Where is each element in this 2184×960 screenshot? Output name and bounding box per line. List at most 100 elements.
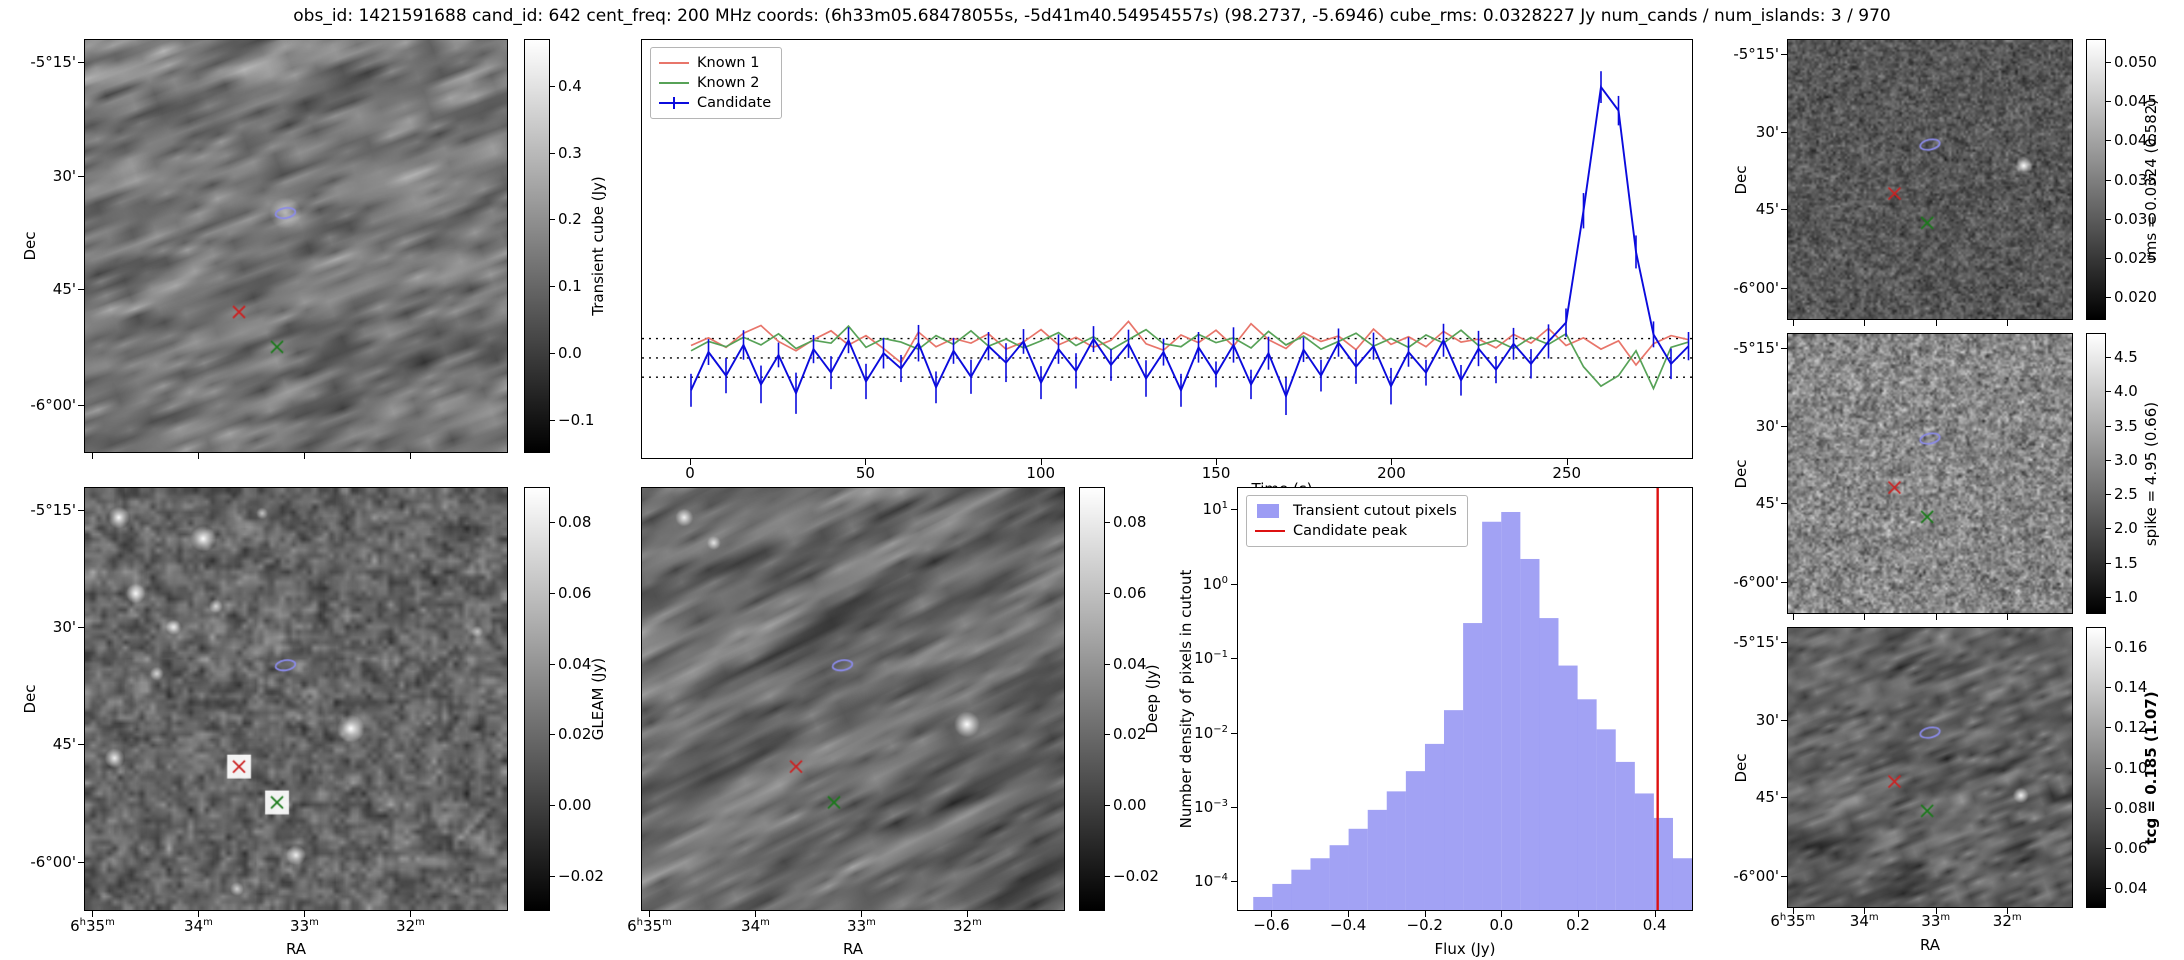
tick-mark	[2106, 767, 2111, 769]
colorbar-tick-label: 0.030	[2114, 209, 2157, 228]
colorbar-tick-label: 2.0	[2114, 519, 2138, 538]
rms-cutout-image	[1788, 40, 2072, 319]
tick-mark	[1424, 911, 1426, 917]
tick-mark	[78, 743, 84, 745]
tick-mark	[2106, 847, 2111, 849]
colorbar-tick-label: 0.00	[558, 796, 592, 814]
colorbar-tick-label: 0.16	[2114, 638, 2148, 657]
legend-entry: Candidate	[659, 93, 771, 113]
tick-mark	[2106, 687, 2111, 689]
transient-colorbar	[524, 39, 550, 453]
tick-mark	[550, 152, 555, 154]
tick-mark	[1781, 642, 1787, 644]
colorbar-tick-label: 4.0	[2114, 382, 2138, 401]
spike-cutout-image	[1788, 334, 2072, 613]
colorbar-tick-label: 0.2	[558, 210, 582, 229]
tick-mark	[2106, 101, 2111, 103]
legend-label: Known 2	[697, 75, 760, 91]
tick-mark	[2007, 908, 2009, 914]
histogram-xtick-label: 0.2	[1566, 916, 1590, 934]
histogram-xtick-label: 0.0	[1489, 916, 1514, 934]
colorbar-tick-label: 0.050	[2114, 53, 2157, 72]
tick-mark	[550, 805, 555, 806]
ra-tick-label: 6h35m	[627, 917, 672, 935]
lightcurve-xtick-label: 50	[855, 464, 875, 482]
dec-tick-label: 30'	[1755, 710, 1779, 729]
deep-colorbar	[1079, 487, 1105, 911]
dec-tick-label: 45'	[1755, 494, 1779, 512]
legend-label: Transient cutout pixels	[1293, 503, 1457, 519]
lightcurve-xtick-label: 250	[1552, 464, 1582, 482]
histogram-ytick-label: 10−2	[1194, 723, 1228, 742]
tick-mark	[2106, 459, 2111, 461]
tick-mark	[1271, 911, 1273, 917]
tick-mark	[649, 911, 651, 917]
tick-mark	[1781, 209, 1787, 210]
tick-mark	[1105, 875, 1110, 877]
legend-label: Candidate peak	[1293, 523, 1408, 539]
colorbar-tick-label: 0.035	[2114, 170, 2157, 189]
colorbar-tick-label: 0.04	[558, 654, 592, 673]
colorbar-tick-label: 1.0	[2114, 587, 2138, 606]
tick-mark	[550, 286, 555, 288]
tick-mark	[865, 459, 867, 465]
colorbar-tick-label: 0.045	[2114, 92, 2157, 111]
tick-mark	[755, 911, 757, 917]
dec-tick-label: -5°15'	[30, 501, 76, 520]
tick-mark	[550, 219, 555, 221]
colorbar-tick-label: 1.5	[2114, 553, 2138, 572]
colorbar-tick-label: 0.08	[2114, 798, 2148, 817]
deep-colorbar-label: Deep (Jy)	[1143, 664, 1161, 734]
ra-tick-label: 34m	[1849, 912, 1879, 930]
histogram-ytick-label: 10−4	[1194, 872, 1228, 891]
histogram-panel: Transient cutout pixels Candidate peak	[1237, 487, 1693, 911]
legend-entry: Known 2	[659, 73, 771, 93]
colorbar-tick-label: 0.04	[1113, 654, 1147, 673]
colorbar-tick-label: 0.00	[1113, 796, 1147, 814]
colorbar-tick-label: 0.040	[2114, 131, 2157, 150]
dec-tick-label: 30'	[1755, 122, 1779, 141]
tick-mark	[78, 61, 84, 63]
tick-mark	[304, 453, 306, 459]
tick-mark	[2106, 356, 2111, 358]
ra-tick-label: 6h35m	[1770, 912, 1816, 930]
tick-mark	[1781, 875, 1787, 877]
tick-mark	[304, 911, 306, 917]
tick-mark	[198, 911, 200, 917]
tick-mark	[2106, 391, 2111, 393]
tick-mark	[78, 289, 84, 291]
dec-tick-label: -6°00'	[30, 853, 76, 872]
tick-mark	[1654, 911, 1656, 917]
dec-tick-label: 30'	[52, 617, 76, 636]
tick-mark	[1105, 805, 1110, 806]
colorbar-tick-label: 0.06	[558, 584, 592, 602]
figure-title: obs_id: 1421591688 cand_id: 642 cent_fre…	[293, 6, 1891, 26]
rms-cutout-panel	[1787, 39, 2073, 320]
colorbar-tick-label: −0.02	[1113, 866, 1159, 885]
tick-mark	[1935, 614, 1937, 620]
tick-mark	[1864, 320, 1866, 326]
dec-tick-label: -5°15'	[1733, 633, 1779, 652]
colorbar-tick-label: 0.08	[1113, 513, 1147, 532]
dec-tick-label: -5°15'	[1733, 45, 1779, 64]
lightcurve-panel: Known 1 Known 2 Candidate	[641, 39, 1693, 459]
tick-mark	[1501, 911, 1503, 917]
tick-mark	[550, 875, 555, 877]
deep-image-panel	[641, 487, 1065, 911]
lightcurve-xtick-label: 100	[1026, 464, 1056, 482]
dec-tick-label: 30'	[1755, 416, 1779, 435]
tick-mark	[550, 419, 555, 421]
dec-tick-label: -6°00'	[30, 396, 76, 415]
dec-tick-label: 45'	[1755, 788, 1779, 806]
spike-colorbar-label: spike = 4.95 (0.66)	[2142, 401, 2160, 546]
gleam-image-panel	[84, 487, 508, 911]
dec-tick-label: 30'	[52, 166, 76, 185]
tick-mark	[92, 453, 94, 459]
tick-mark	[550, 734, 555, 736]
colorbar-tick-label: 0.04	[2114, 878, 2148, 897]
dec-axis-label: Dec	[1732, 164, 1750, 195]
histogram-xtick-label: −0.4	[1329, 916, 1367, 934]
tick-mark	[1231, 881, 1237, 883]
ra-tick-label: 32m	[953, 917, 982, 935]
